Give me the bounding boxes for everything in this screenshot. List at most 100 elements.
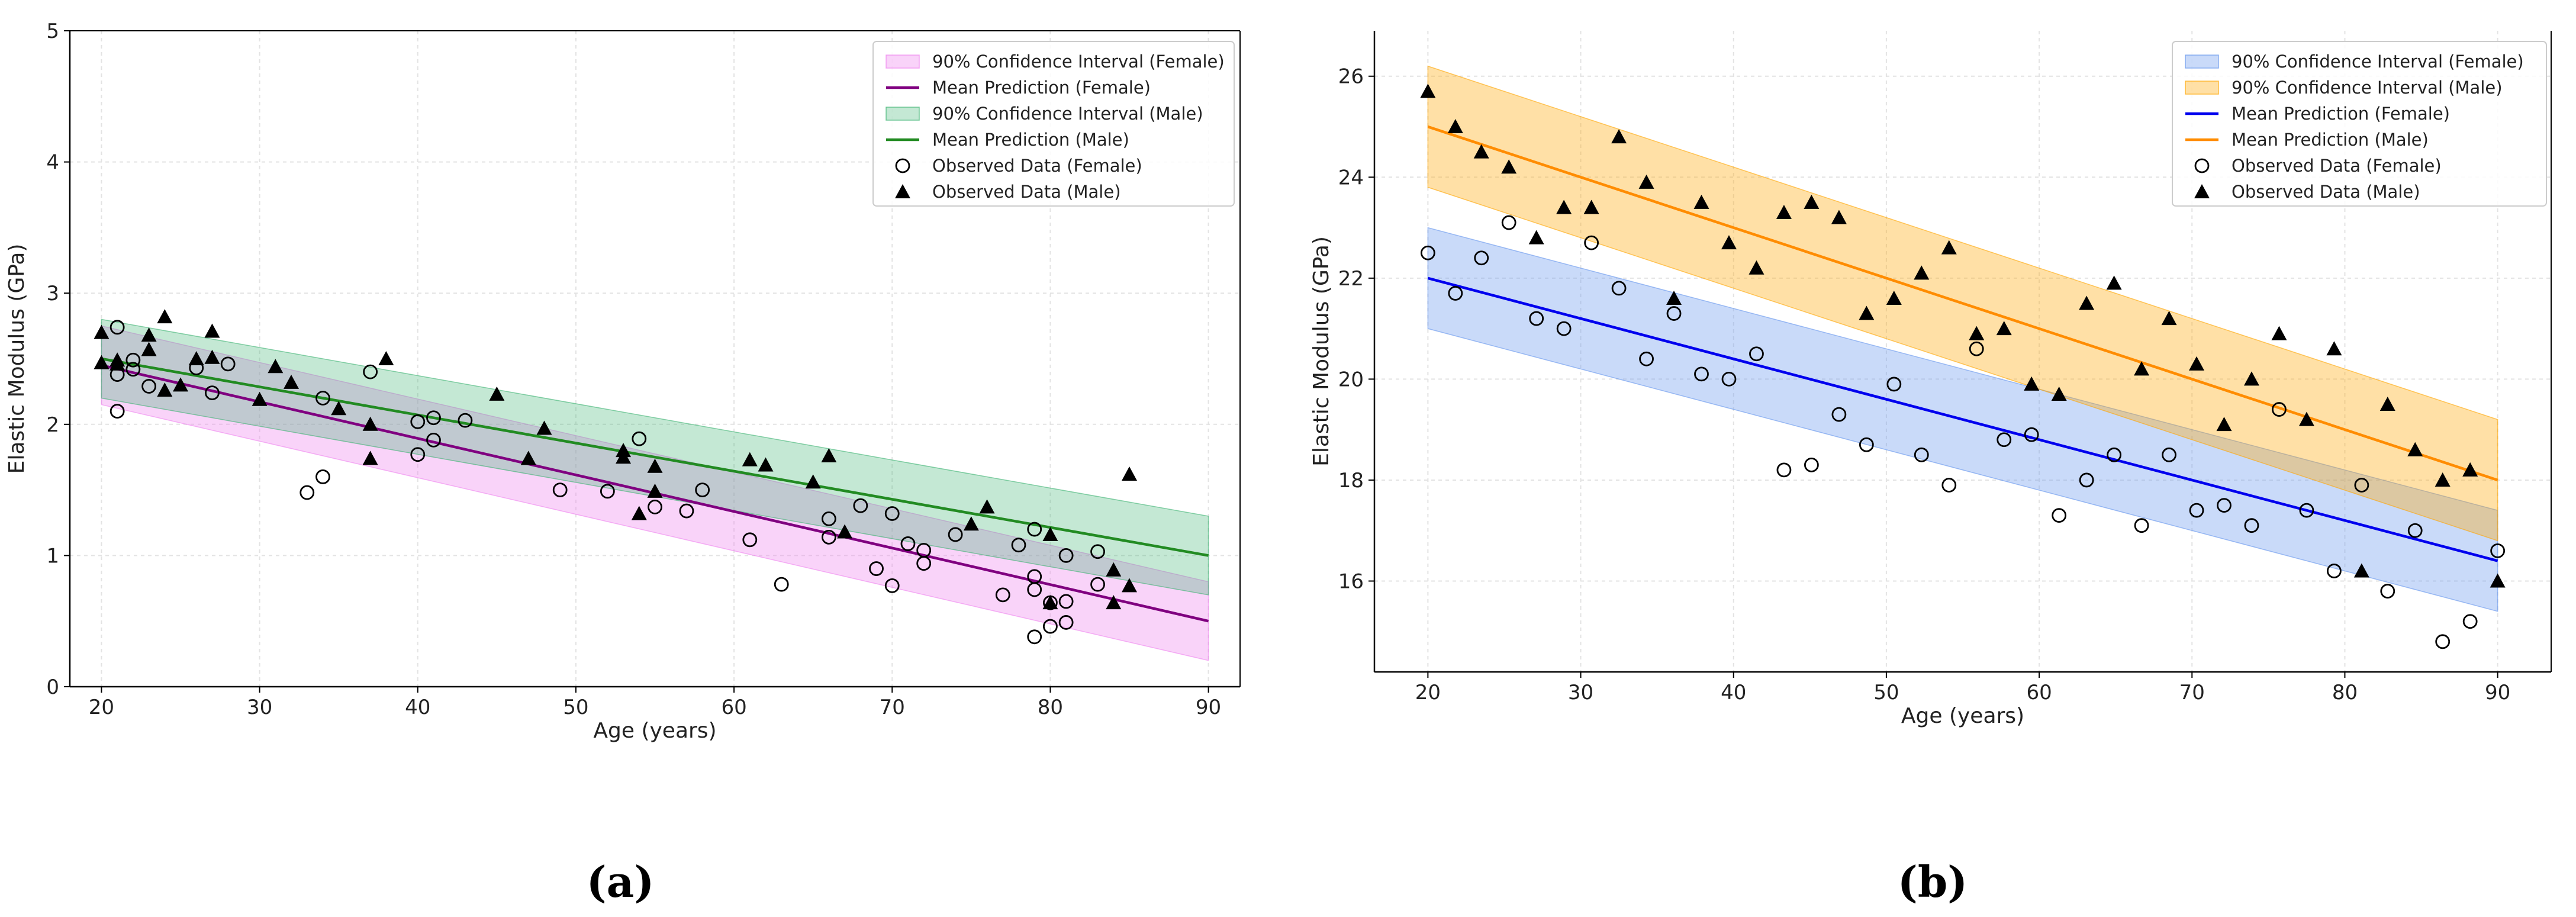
point-female (1556, 321, 1572, 336)
point-male (2353, 563, 2369, 578)
point-female (679, 503, 694, 519)
point-female (2380, 584, 2395, 599)
x-tick-label: 40 (1721, 681, 1746, 704)
point-female (1584, 235, 1599, 250)
point-female (458, 413, 473, 428)
panel-label-b: (b) (1898, 857, 1968, 907)
point-male (284, 374, 300, 389)
point-male (1447, 119, 1463, 134)
point-male (2243, 371, 2259, 386)
x-tick-label: 70 (2179, 681, 2205, 704)
point-female (774, 577, 789, 592)
point-male (1996, 321, 2012, 336)
point-female (2272, 402, 2287, 417)
point-female (110, 404, 125, 419)
y-tick-label: 0 (46, 675, 59, 699)
point-female (300, 485, 315, 500)
point-female (2079, 472, 2094, 488)
x-tick-label: 40 (405, 696, 430, 719)
legend-label: 90% Confidence Interval (Female) (2232, 52, 2524, 72)
point-male (2024, 376, 2040, 391)
point-male (362, 451, 378, 465)
point-male (1501, 159, 1517, 174)
point-male (616, 449, 632, 464)
point-female (2244, 518, 2259, 533)
point-female (220, 356, 236, 372)
point-female (410, 447, 426, 462)
point-female (205, 385, 220, 401)
point-female (1027, 629, 1042, 645)
chart-panel-a: 20 30 40 50 60 70 80 90 0 1 2 3 4 5 Age (years) Elastic… (5, 20, 1241, 743)
point-female (125, 362, 141, 377)
point-male (2271, 326, 2287, 340)
point-female (315, 391, 330, 406)
point-female (2326, 564, 2342, 578)
legend-label: 90% Confidence Interval (Male) (2232, 78, 2503, 98)
point-female (552, 482, 568, 497)
point-female (948, 527, 963, 542)
point-male (631, 506, 647, 520)
point-female (1997, 432, 2012, 448)
point-male (362, 416, 378, 431)
point-male (204, 349, 220, 364)
point-female (1474, 250, 1489, 266)
point-female (2134, 518, 2149, 533)
point-female (410, 414, 426, 429)
point-female (916, 556, 932, 571)
point-female (648, 500, 662, 514)
point-female (426, 432, 441, 448)
point-male (1583, 200, 1599, 214)
point-female (1090, 577, 1105, 592)
point-female (141, 379, 156, 394)
point-female (1721, 372, 1737, 387)
point-female (869, 561, 884, 576)
point-male (979, 499, 995, 514)
point-male (647, 483, 663, 498)
point-female (821, 511, 836, 526)
point-male (1749, 260, 1764, 275)
point-male (1693, 194, 1709, 209)
point-male (1042, 526, 1058, 541)
point-male (1528, 230, 1544, 244)
point-male (963, 516, 979, 531)
point-female (2407, 523, 2423, 538)
point-female (884, 506, 900, 521)
mean-line-male (101, 357, 1209, 557)
point-male (1420, 83, 1436, 98)
x-tick-label: 90 (2485, 681, 2510, 704)
legend-label: Mean Prediction (Female) (932, 78, 1151, 98)
point-female (1027, 582, 1042, 597)
point-male (2079, 295, 2095, 310)
point-female (1043, 619, 1058, 634)
point-female (1058, 615, 1074, 630)
point-male (1831, 210, 1847, 224)
point-male (1106, 562, 1122, 577)
point-male (2462, 462, 2478, 477)
point-female (821, 529, 836, 545)
point-male (1611, 129, 1627, 144)
point-male (1886, 290, 1902, 305)
point-male (331, 401, 347, 416)
legend-swatch-band (886, 107, 920, 121)
x-tick-label: 50 (1873, 681, 1899, 704)
point-female (632, 431, 647, 446)
point-female (2052, 508, 2067, 523)
point-male (1914, 265, 1930, 280)
point-female (1804, 457, 1819, 472)
mean-line-female (1427, 276, 2498, 562)
point-male (1666, 290, 1682, 305)
point-male (2189, 356, 2205, 371)
point-male (647, 458, 663, 473)
point-female (110, 320, 125, 335)
point-male (1121, 578, 1137, 593)
legend-label: Mean Prediction (Female) (2232, 104, 2450, 124)
point-male (2051, 386, 2067, 401)
y-tick-label: 2 (46, 413, 59, 437)
point-female (1448, 286, 1463, 301)
legend-swatch-triangle (2194, 184, 2210, 198)
point-female (2490, 543, 2506, 558)
point-female (1776, 462, 1792, 478)
point-male (1721, 235, 1737, 250)
y-tick-label: 20 (1338, 368, 1364, 391)
